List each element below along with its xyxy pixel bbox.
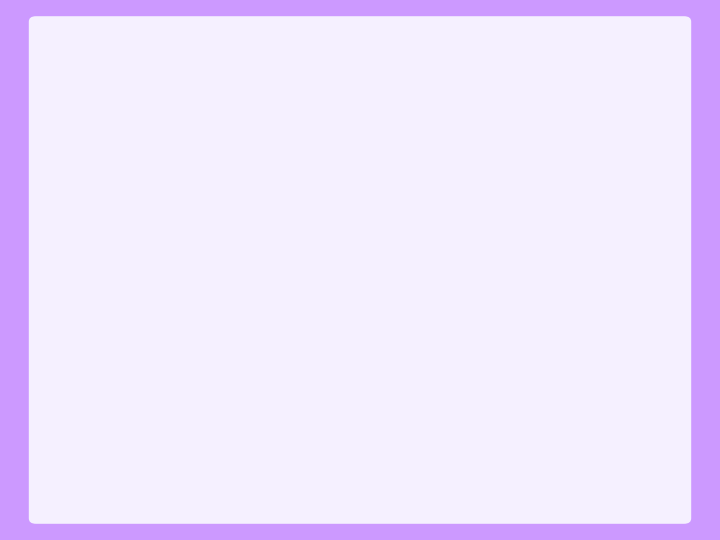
Text: •⁻: •⁻ [130,440,151,458]
Text: + Asc: + Asc [503,453,590,476]
Text: s: s [431,380,454,403]
Text: ⁻: ⁻ [270,440,280,458]
Text: 33: 33 [631,493,651,508]
Text: Recycling by Ascorbate:: Recycling by Ascorbate: [75,318,377,339]
Text: UH: UH [431,453,472,476]
Text: $\mathit{k}$$\mathbf{ = 3 \times 10}$: $\mathit{k}$$\mathbf{ = 3 \times 10}$ [238,151,360,175]
Text: M: M [382,380,413,403]
Text: •⁻: •⁻ [247,217,269,234]
Text: -1: -1 [450,364,469,382]
Text: + AscH: + AscH [146,453,255,476]
Text: •⁻: •⁻ [592,217,613,234]
Text: 6: 6 [363,364,376,382]
Text: 2: 2 [235,247,248,266]
Text: •: • [146,216,158,235]
Text: Uric Acid Reacts with Peroxyl Radicals: Uric Acid Reacts with Peroxyl Radicals [75,51,675,79]
Text: -1: -1 [450,136,469,153]
Text: $\mathit{k}$$\mathbf{ = 1 \times 10}$: $\mathit{k}$$\mathbf{ = 1 \times 10}$ [238,380,360,403]
Text: 2⁻: 2⁻ [486,440,508,458]
Text: -1: -1 [413,364,433,382]
Text: 6: 6 [363,136,376,153]
Text: + UH: + UH [158,229,238,253]
Text: ROO: ROO [75,229,137,253]
Text: M: M [382,151,413,175]
Text: -1: -1 [413,136,433,153]
Text: UH: UH [75,453,117,476]
Text: •⁻: •⁻ [588,440,609,458]
Text: s: s [431,151,454,175]
Text: ROOH + UH: ROOH + UH [431,229,593,253]
